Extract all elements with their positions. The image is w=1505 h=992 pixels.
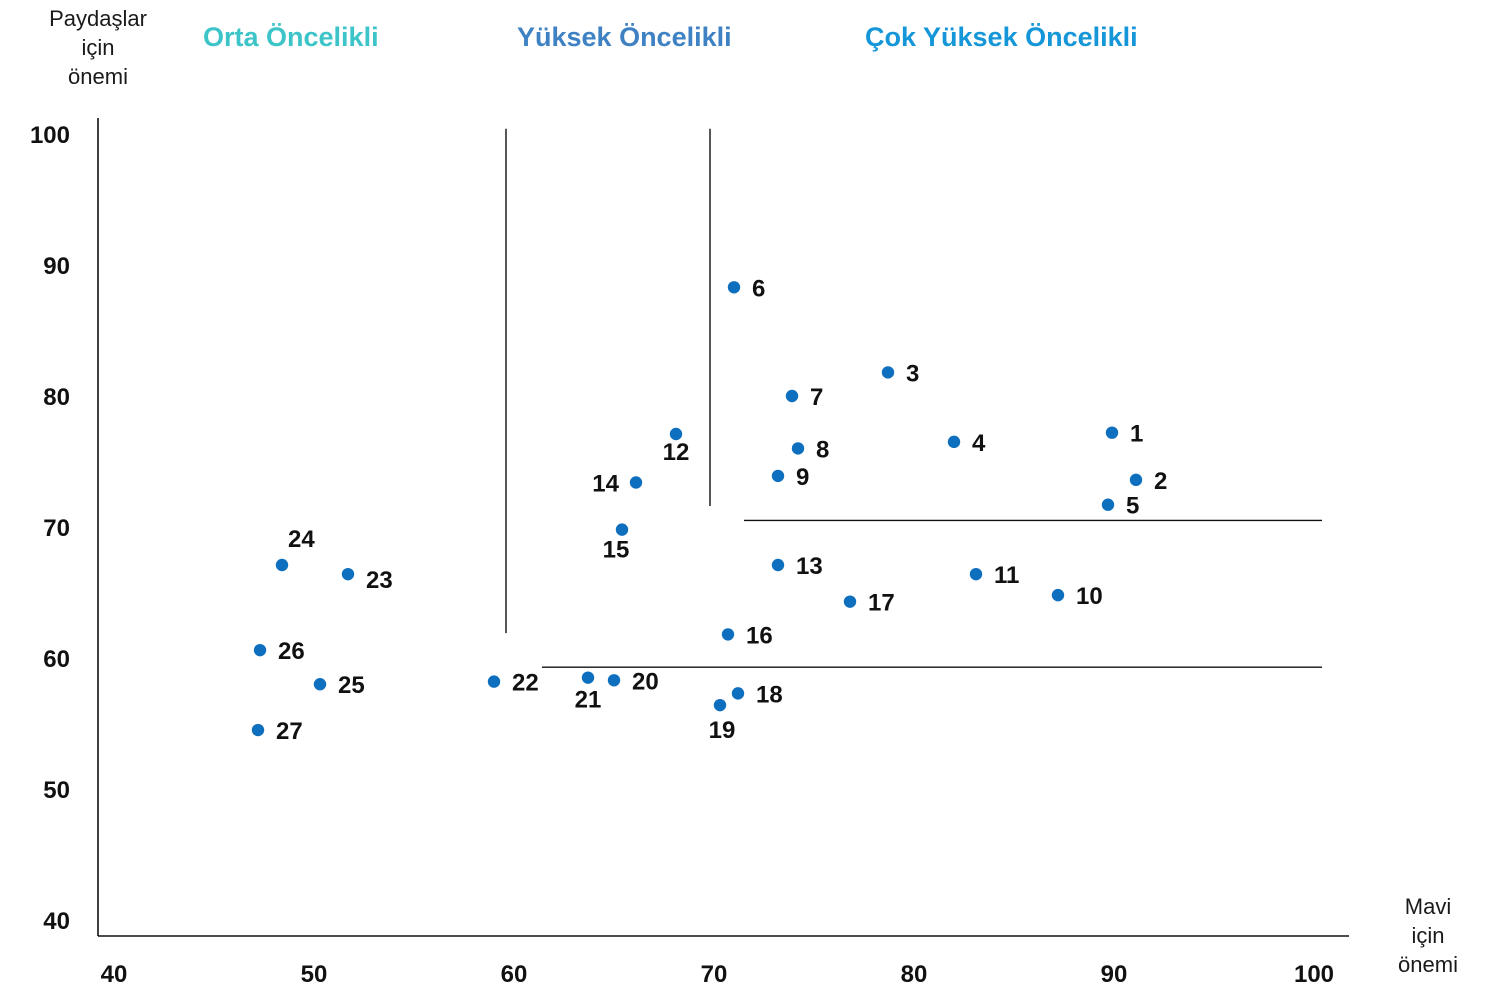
y-axis-title: Paydaşlar için önemi — [28, 4, 168, 91]
y-axis-title-line: Paydaşlar — [49, 6, 147, 31]
category-medium-priority: Orta Öncelikli — [203, 22, 379, 52]
data-point — [881, 366, 895, 379]
data-point-label: 10 — [1076, 583, 1103, 610]
y-tick-label: 100 — [30, 122, 70, 149]
y-tick-label: 60 — [43, 646, 70, 673]
y-tick-label: 70 — [43, 515, 70, 542]
data-point — [843, 595, 857, 608]
data-point-label: 25 — [338, 672, 365, 699]
data-point — [313, 678, 327, 691]
category-very-high-priority: Çok Yüksek Öncelikli — [865, 22, 1138, 52]
data-point — [731, 687, 745, 700]
data-point-label: 14 — [592, 470, 619, 497]
data-point-label: 19 — [709, 717, 736, 744]
data-point — [669, 427, 683, 441]
x-tick-label: 40 — [101, 961, 128, 988]
data-point-label: 26 — [278, 638, 305, 665]
data-point — [721, 628, 735, 641]
data-point-label: 11 — [994, 562, 1019, 589]
x-axis-title-line: için — [1411, 923, 1445, 948]
x-axis-title-line: önemi — [1398, 952, 1458, 977]
x-tick-label: 100 — [1294, 961, 1334, 988]
y-axis-title-line: önemi — [68, 64, 128, 89]
y-tick-label: 50 — [43, 777, 70, 804]
data-point-label: 24 — [288, 526, 315, 553]
data-point-label: 13 — [796, 553, 823, 580]
data-point — [771, 469, 785, 483]
data-point — [727, 281, 741, 294]
x-tick-label: 60 — [501, 961, 528, 988]
data-point — [713, 698, 727, 712]
data-point — [629, 476, 643, 489]
data-point — [615, 523, 629, 536]
category-high-priority: Yüksek Öncelikli — [517, 22, 732, 52]
data-point-label: 17 — [868, 590, 895, 617]
data-point — [791, 442, 805, 455]
data-point-label: 18 — [756, 681, 783, 708]
data-point — [251, 723, 265, 737]
data-point-label: 2 — [1154, 468, 1167, 495]
data-point — [969, 567, 983, 581]
x-tick-label: 70 — [701, 961, 728, 988]
data-point — [487, 675, 501, 688]
data-point — [253, 643, 267, 657]
data-point — [607, 674, 621, 687]
x-axis-title-line: Mavi — [1404, 894, 1452, 919]
data-point-label: 5 — [1126, 493, 1139, 520]
x-tick-label: 80 — [901, 961, 928, 988]
data-point-label: 27 — [276, 718, 303, 745]
y-tick-label: 80 — [43, 384, 70, 411]
data-point-label: 7 — [810, 384, 823, 411]
data-point-label: 20 — [632, 668, 659, 695]
data-point-label: 9 — [796, 464, 809, 491]
data-point — [771, 558, 785, 572]
data-point-label: 4 — [972, 430, 986, 457]
data-point-label: 1 — [1130, 421, 1143, 448]
data-point — [581, 671, 595, 684]
data-point-label: 16 — [746, 622, 773, 649]
data-point — [1101, 498, 1115, 511]
data-point-label: 23 — [366, 567, 393, 594]
data-point — [341, 567, 355, 581]
x-tick-label: 90 — [1101, 961, 1128, 988]
data-point — [1129, 473, 1143, 487]
y-tick-label: 90 — [43, 253, 70, 280]
data-point-label: 3 — [906, 360, 919, 387]
y-tick-label: 40 — [43, 908, 70, 935]
data-point-label: 6 — [752, 275, 765, 302]
data-point-label: 15 — [603, 537, 630, 564]
x-tick-label: 50 — [301, 961, 328, 988]
data-point — [947, 435, 961, 449]
data-point — [1105, 426, 1119, 439]
data-point-label: 22 — [512, 670, 539, 697]
data-point-label: 21 — [575, 687, 602, 714]
data-point — [1051, 588, 1065, 602]
x-axis-title: Mavi için önemi — [1378, 892, 1478, 979]
y-axis-title-line: için — [81, 35, 115, 60]
data-point-label: 8 — [816, 436, 829, 463]
data-point — [275, 558, 289, 572]
data-point-label: 12 — [663, 439, 690, 466]
data-point — [785, 389, 799, 403]
